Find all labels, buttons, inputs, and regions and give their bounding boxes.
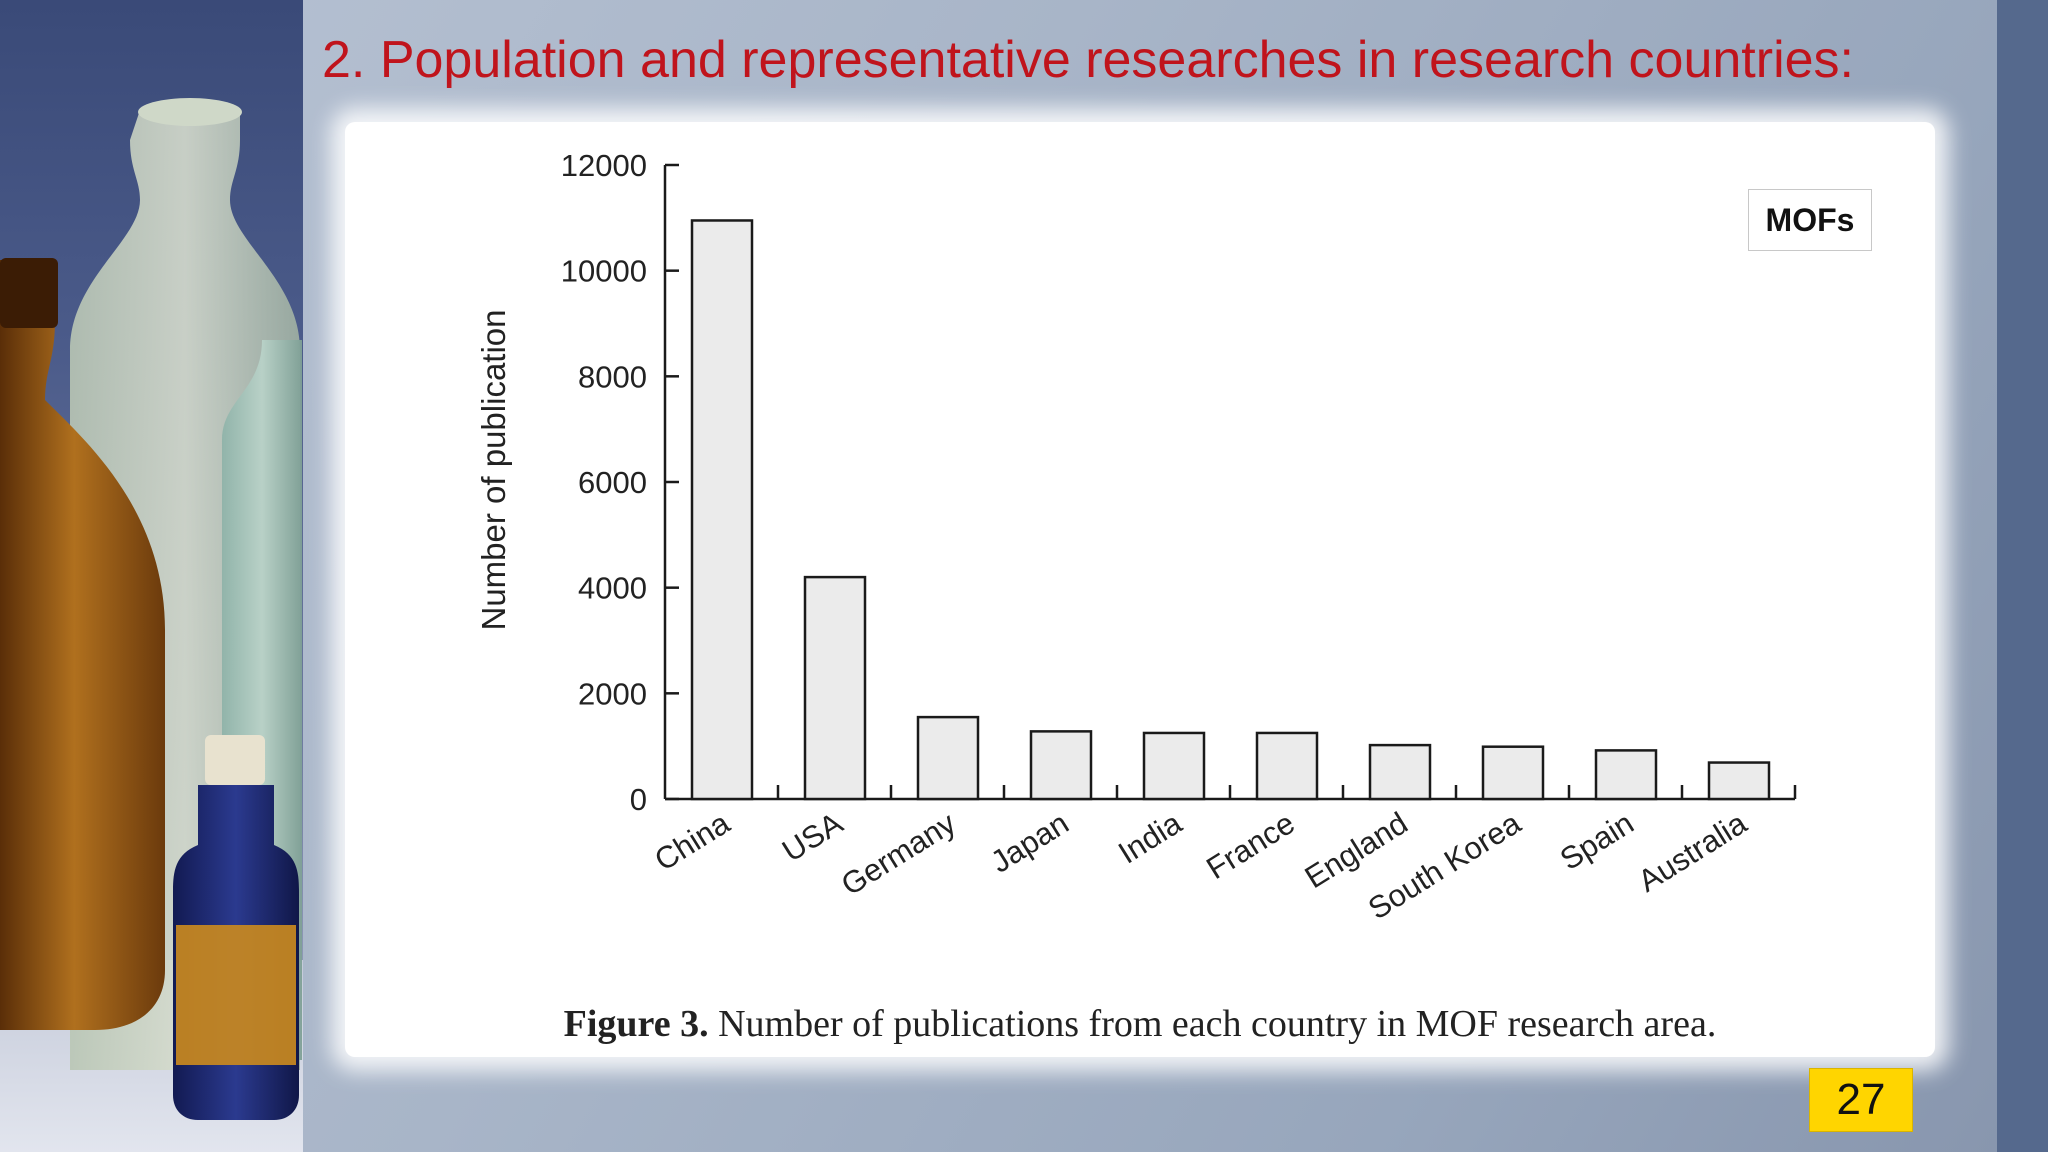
figure-caption-text: Number of publications from each country… [708, 1003, 1717, 1045]
x-tick-label: France [1200, 805, 1300, 886]
x-tick-label: Germany [835, 805, 962, 903]
y-tick-label: 10000 [561, 254, 647, 289]
y-tick-label: 4000 [578, 571, 647, 606]
right-side-bar [1997, 0, 2048, 1152]
bar-india [1142, 731, 1206, 801]
x-tick-label: Australia [1632, 805, 1753, 899]
x-tick-label: Japan [985, 805, 1075, 879]
y-tick-label: 6000 [578, 465, 647, 500]
slide-title: 2. Population and representative researc… [322, 31, 1854, 89]
x-tick-label: USA [776, 805, 849, 869]
y-tick-label: 12000 [561, 148, 647, 183]
bar-australia [1707, 761, 1771, 801]
bar-france [1255, 731, 1319, 801]
figure-caption-label: Figure 3. [563, 1003, 709, 1045]
series-legend: MOFs [1748, 189, 1872, 251]
bar-spain [1594, 749, 1658, 801]
decorative-bottles-photo [0, 0, 303, 1152]
bar-usa [803, 575, 867, 801]
page-number-badge: 27 [1809, 1068, 1913, 1132]
bottles-illustration [0, 98, 303, 1152]
x-tick-label: China [648, 805, 736, 878]
x-tick-label: India [1112, 805, 1188, 871]
y-tick-labels: 0 2000 4000 6000 8000 10000 12000 [561, 148, 647, 817]
green-bottle-rim [138, 98, 242, 126]
y-tick-label: 2000 [578, 676, 647, 711]
bar-china [690, 219, 754, 801]
y-tick-label: 0 [630, 782, 647, 817]
figure-panel: 0 2000 4000 6000 8000 10000 12000 China USA Germ… [345, 122, 1935, 1057]
x-tick-label: Spain [1554, 805, 1640, 877]
y-axis-label: Number of publication [475, 309, 512, 630]
y-tick-label: 8000 [578, 359, 647, 394]
bar-germany [916, 715, 980, 801]
chart-bars [690, 219, 1771, 801]
cobalt-bottle-label [176, 925, 296, 1065]
bar-japan [1029, 730, 1093, 801]
amber-bottle-stopper [0, 258, 58, 328]
small-bottle-cap [205, 735, 265, 785]
amber-glass-bottle [0, 260, 165, 1030]
bar-chart: 0 2000 4000 6000 8000 10000 12000 China USAGerm… [475, 148, 1797, 926]
figure-caption: Figure 3. Number of publications from ea… [345, 1002, 1935, 1046]
bar-south-korea [1481, 745, 1545, 801]
bar-england [1368, 743, 1432, 801]
